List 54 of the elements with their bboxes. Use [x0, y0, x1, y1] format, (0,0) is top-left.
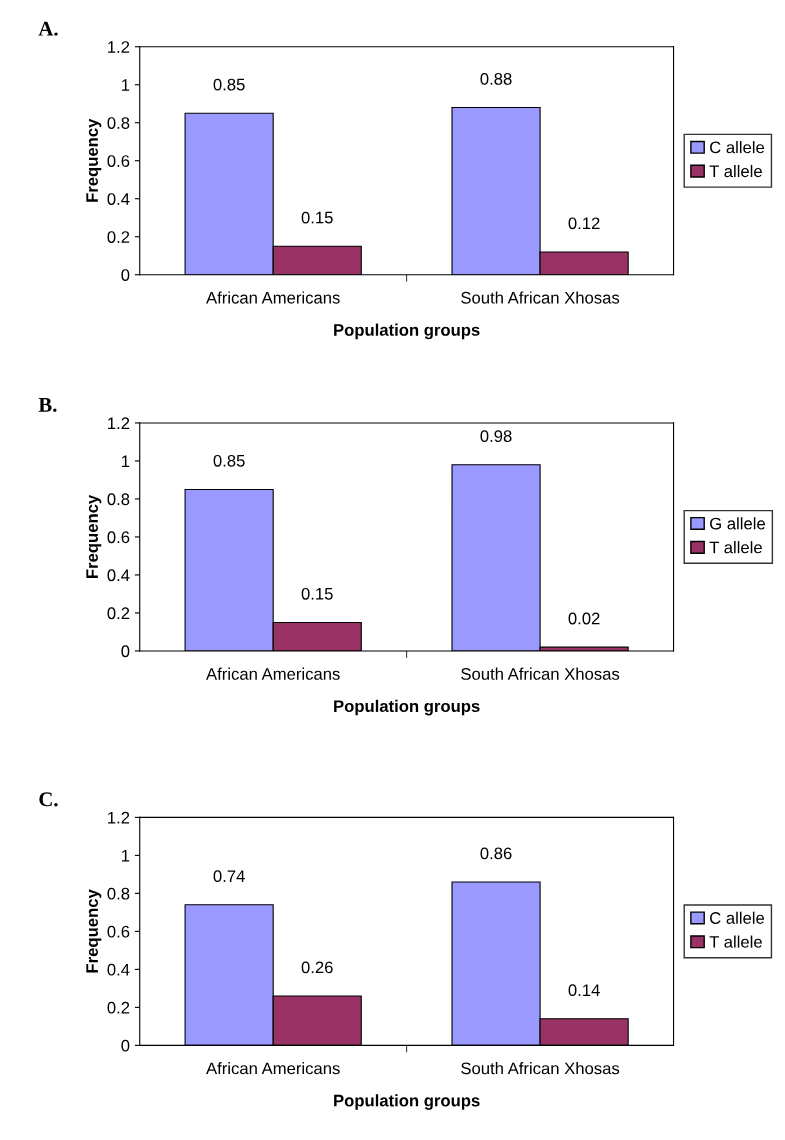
x-tick-label: South African Xhosas: [461, 1062, 620, 1075]
y-tick-label: 0.8: [107, 887, 130, 900]
y-tick-label: 0.2: [107, 607, 130, 620]
y-tick-label: 0.8: [107, 493, 130, 506]
data-label: 0.98: [480, 430, 512, 442]
x-tick-label: African Americans: [206, 1062, 340, 1075]
y-tick-label: 0.4: [107, 963, 130, 976]
data-label: 0.26: [301, 961, 333, 974]
y-tick-label: 1.2: [108, 811, 130, 824]
data-label: 0.14: [568, 984, 600, 997]
data-label: 0.88: [480, 73, 512, 85]
legend-label: C allele: [710, 141, 765, 154]
data-label: 0.02: [568, 612, 600, 625]
x-axis-title: Population groups: [334, 323, 480, 340]
y-tick-label: 0.4: [107, 193, 130, 205]
x-tick-label: South African Xhosas: [461, 667, 620, 680]
y-tick-label: 0: [121, 645, 130, 658]
y-tick-label: 1.2: [108, 41, 130, 53]
y-tick-label: 0.6: [107, 531, 130, 544]
legend-label: C allele: [710, 911, 765, 924]
y-tick-label: 0: [121, 269, 130, 281]
y-tick-label: 1.2: [108, 417, 130, 429]
y-tick-label: 1: [122, 849, 130, 862]
data-label: 0.74: [213, 870, 245, 883]
legend-label: G allele: [710, 517, 765, 530]
y-tick-label: 0.6: [107, 925, 130, 938]
y-tick-label: 0.8: [107, 117, 130, 129]
x-axis-title: Population groups: [334, 1094, 480, 1110]
y-axis-title: Frequency: [86, 889, 102, 973]
data-label: 0.15: [301, 211, 333, 224]
y-tick-label: 1: [122, 79, 130, 91]
data-label: 0.85: [213, 454, 245, 467]
chart-title: C.: [39, 792, 58, 807]
data-label: 0.12: [568, 217, 600, 230]
x-tick-label: South African Xhosas: [461, 291, 620, 304]
y-axis-title: Frequency: [86, 494, 102, 578]
data-label: 0.15: [301, 587, 333, 600]
chart-title: A.: [38, 21, 58, 36]
legend-label: T allele: [709, 541, 762, 554]
legend-label: T allele: [709, 164, 762, 178]
legend-label: T allele: [709, 935, 762, 948]
y-tick-label: 0.2: [107, 231, 130, 243]
y-tick-label: 0: [121, 1039, 130, 1052]
x-tick-label: African Americans: [206, 667, 340, 680]
y-tick-label: 0.2: [107, 1001, 130, 1014]
x-tick-label: African Americans: [206, 291, 340, 304]
y-tick-label: 0.4: [107, 569, 130, 582]
y-axis-title: Frequency: [86, 118, 102, 202]
y-tick-label: 1: [122, 455, 130, 467]
x-axis-title: Population groups: [334, 699, 480, 716]
y-tick-label: 0.6: [107, 155, 130, 167]
chart-title: B.: [38, 398, 57, 412]
data-label: 0.85: [213, 78, 245, 91]
data-label: 0.86: [480, 847, 512, 860]
